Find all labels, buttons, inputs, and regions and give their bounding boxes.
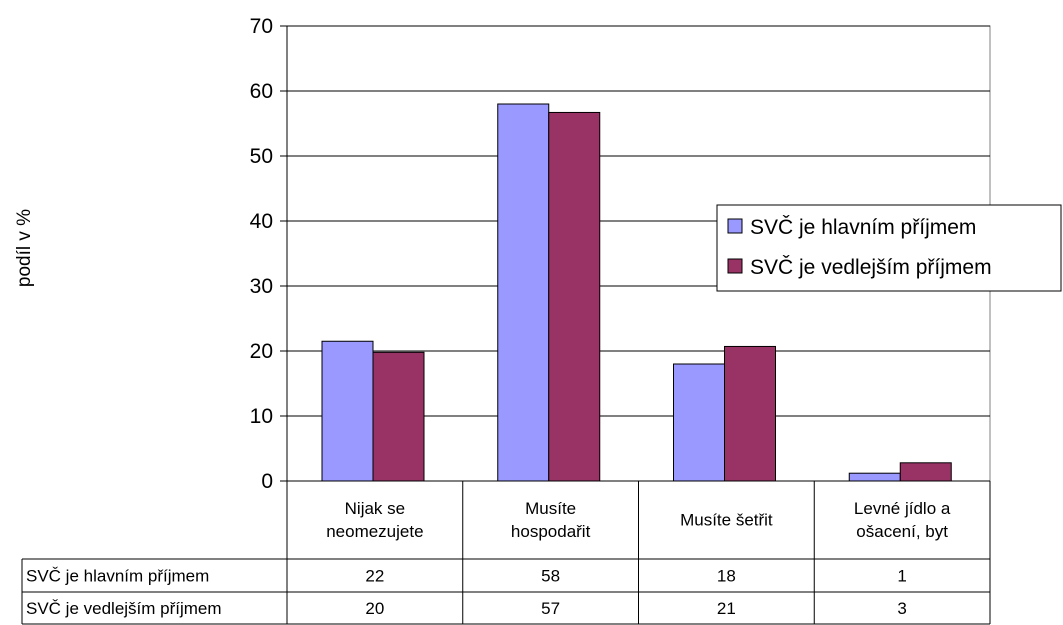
bar-secondary-3 bbox=[899, 462, 952, 482]
y-axis-label: podíl v % bbox=[14, 209, 35, 287]
table-series-name-1: SVČ je vedlejším příjmem bbox=[26, 599, 222, 618]
table-cell-0-0: 22 bbox=[365, 567, 384, 586]
axis-layer: 0 10 20 30 40 50 60 70 bbox=[250, 15, 990, 624]
table-cell-0-2: 18 bbox=[717, 567, 736, 586]
category-label-1: hospodařit bbox=[511, 522, 591, 541]
bar-primary-0 bbox=[321, 340, 374, 482]
table-cell-1-3: 3 bbox=[897, 599, 906, 618]
y-tick-label: 60 bbox=[250, 80, 273, 103]
table-cell-0-3: 1 bbox=[897, 567, 906, 586]
bar-secondary-0 bbox=[372, 351, 425, 482]
category-label-3: ošacení, byt bbox=[856, 522, 948, 541]
y-tick-label: 30 bbox=[250, 275, 273, 298]
table-cell-1-1: 57 bbox=[541, 599, 560, 618]
bar-primary-1 bbox=[497, 103, 550, 482]
bar-primary-3 bbox=[848, 472, 901, 482]
bar-secondary-2 bbox=[724, 345, 776, 482]
legend: SVČ je hlavním příjmem SVČ je vedlejším p… bbox=[716, 204, 1062, 292]
y-tick-label: 10 bbox=[250, 405, 273, 428]
category-label-3: Levné jídlo a bbox=[854, 499, 951, 518]
data-table: Nijak se neomezujete Musíte hospodařit Musít… bbox=[21, 481, 991, 625]
y-tick-label: 50 bbox=[250, 145, 273, 168]
category-label-0: Nijak se bbox=[345, 499, 405, 518]
category-label-1: Musíte bbox=[525, 499, 576, 518]
bars-layer bbox=[321, 103, 952, 482]
table-cell-0-1: 58 bbox=[541, 567, 560, 586]
category-label-0: neomezujete bbox=[326, 522, 423, 541]
bar-secondary-1 bbox=[548, 111, 601, 482]
bar-primary-2 bbox=[673, 363, 725, 482]
legend-label-0: SVČ je hlavním příjmem bbox=[750, 216, 976, 239]
table-cell-1-2: 21 bbox=[717, 599, 736, 618]
legend-box bbox=[716, 204, 1062, 292]
y-tick-label: 0 bbox=[261, 470, 273, 493]
y-tick-label: 40 bbox=[250, 210, 273, 233]
legend-label-1: SVČ je vedlejším příjmem bbox=[750, 256, 992, 279]
category-label-2: Musíte šetřit bbox=[680, 511, 773, 530]
y-tick-label: 70 bbox=[250, 15, 273, 38]
table-cell-1-0: 20 bbox=[365, 599, 384, 618]
legend-swatch-1 bbox=[727, 258, 743, 274]
legend-swatch-0 bbox=[727, 218, 743, 234]
y-tick-label: 20 bbox=[250, 340, 273, 363]
table-series-name-0: SVČ je hlavním příjmem bbox=[26, 567, 209, 586]
